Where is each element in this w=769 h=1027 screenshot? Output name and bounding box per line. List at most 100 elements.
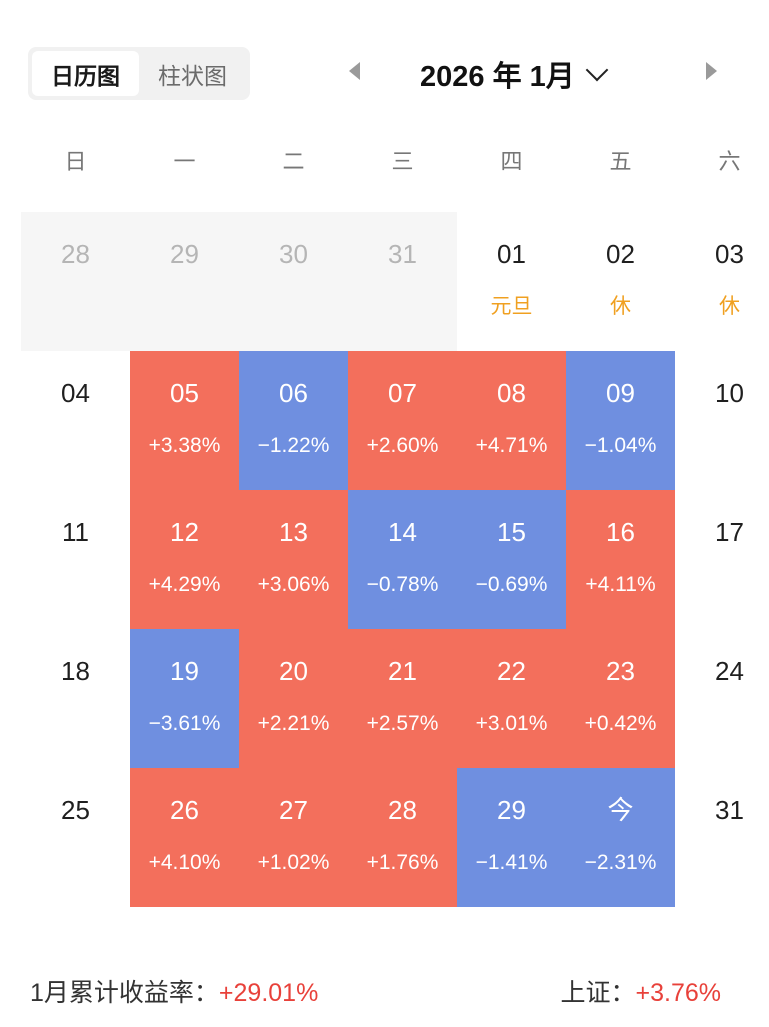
calendar-day-cell[interactable]: 04	[21, 351, 130, 490]
weekday-wed: 三	[391, 149, 414, 174]
weekday-sat: 六	[718, 149, 741, 174]
daily-return: −1.41%	[475, 851, 548, 874]
calendar-day-cell[interactable]: 02 休	[566, 212, 675, 351]
calendar-day-cell[interactable]: 09 −1.04%	[566, 351, 675, 490]
day-number: 02	[606, 239, 635, 269]
daily-return: +1.02%	[257, 851, 330, 874]
calendar-day-cell[interactable]: 29 −1.41%	[457, 768, 566, 907]
day-number: 29	[497, 795, 526, 825]
daily-return: −0.78%	[366, 573, 439, 596]
daily-return: +3.06%	[257, 573, 330, 596]
calendar-day-cell[interactable]: 12 +4.29%	[130, 490, 239, 629]
calendar-day-cell[interactable]: 19 −3.61%	[130, 629, 239, 768]
day-number: 25	[61, 795, 90, 825]
daily-return: +4.11%	[585, 573, 656, 596]
daily-return: +2.57%	[366, 712, 439, 735]
daily-return: −1.04%	[584, 434, 657, 457]
calendar-day-cell[interactable]: 13 +3.06%	[239, 490, 348, 629]
daily-return: +0.42%	[584, 712, 657, 735]
holiday-label: 休	[610, 295, 631, 318]
day-number: 31	[388, 239, 417, 269]
weekday-mon: 一	[173, 149, 196, 174]
daily-return: +1.76%	[366, 851, 439, 874]
cumulative-return-label: 1月累计收益率：	[30, 979, 219, 1007]
day-number: 12	[170, 517, 199, 547]
weekday-fri: 五	[609, 149, 632, 174]
prev-month-icon[interactable]	[349, 62, 360, 80]
calendar-day-cell: 28	[21, 212, 130, 351]
calendar-day-cell[interactable]: 16 +4.11%	[566, 490, 675, 629]
calendar-day-cell[interactable]: 07 +2.60%	[348, 351, 457, 490]
day-number: 今	[607, 795, 634, 825]
calendar-day-cell[interactable]: 26 +4.10%	[130, 768, 239, 907]
daily-return: +3.01%	[475, 712, 548, 735]
day-number: 10	[715, 378, 744, 408]
day-number: 23	[606, 656, 635, 686]
bar-chart-view-tab[interactable]: 柱状图	[158, 62, 227, 89]
calendar-day-cell[interactable]: 21 +2.57%	[348, 629, 457, 768]
chevron-down-icon	[585, 58, 609, 82]
daily-return: +2.60%	[366, 434, 439, 457]
calendar-day-cell[interactable]: 08 +4.71%	[457, 351, 566, 490]
day-number: 05	[170, 378, 199, 408]
day-number: 16	[606, 517, 635, 547]
day-number: 28	[388, 795, 417, 825]
month-selector[interactable]: 2026 年 1月	[420, 52, 609, 96]
day-number: 04	[61, 378, 90, 408]
calendar-day-cell[interactable]: 10	[675, 351, 769, 490]
calendar-day-cell[interactable]: 01 元旦	[457, 212, 566, 351]
calendar-day-cell[interactable]: 23 +0.42%	[566, 629, 675, 768]
day-number: 11	[62, 517, 89, 547]
daily-return: −2.31%	[584, 851, 657, 874]
weekday-tue: 二	[282, 149, 305, 174]
cumulative-return: 1月累计收益率：+29.01%	[30, 975, 318, 1011]
day-number: 08	[497, 378, 526, 408]
view-toggle: 日历图 柱状图	[28, 47, 250, 100]
calendar-day-cell[interactable]: 27 +1.02%	[239, 768, 348, 907]
day-number: 07	[388, 378, 417, 408]
calendar-day-cell[interactable]: 03 休	[675, 212, 769, 351]
month-title: 2026 年 1月	[420, 61, 575, 93]
day-number: 20	[279, 656, 308, 686]
daily-return: +2.21%	[257, 712, 330, 735]
index-return: 上证：+3.76%	[560, 975, 721, 1011]
calendar-view-tab[interactable]: 日历图	[32, 51, 139, 96]
calendar-day-cell[interactable]: 24	[675, 629, 769, 768]
calendar-day-cell[interactable]: 15 −0.69%	[457, 490, 566, 629]
daily-return: −1.22%	[257, 434, 330, 457]
day-number: 19	[170, 656, 199, 686]
day-number: 24	[715, 656, 744, 686]
daily-return: +4.10%	[148, 851, 221, 874]
calendar-day-cell[interactable]: 31	[675, 768, 769, 907]
day-number: 30	[279, 239, 308, 269]
weekday-sun: 日	[64, 149, 87, 174]
day-number: 06	[279, 378, 308, 408]
day-number: 15	[497, 517, 526, 547]
calendar-day-cell[interactable]: 18	[21, 629, 130, 768]
index-return-value: +3.76%	[635, 979, 722, 1007]
day-number: 03	[715, 239, 744, 269]
calendar-day-cell[interactable]: 今 −2.31%	[566, 768, 675, 907]
calendar-day-cell[interactable]: 25	[21, 768, 130, 907]
calendar-day-cell[interactable]: 28 +1.76%	[348, 768, 457, 907]
day-number: 17	[715, 517, 744, 547]
holiday-label: 休	[719, 295, 740, 318]
daily-return: −3.61%	[148, 712, 221, 735]
calendar-day-cell[interactable]: 11	[21, 490, 130, 629]
calendar-day-cell: 29	[130, 212, 239, 351]
calendar-day-cell[interactable]: 05 +3.38%	[130, 351, 239, 490]
day-number: 28	[61, 239, 90, 269]
calendar-day-cell[interactable]: 20 +2.21%	[239, 629, 348, 768]
day-number: 01	[497, 239, 526, 269]
calendar-day-cell[interactable]: 06 −1.22%	[239, 351, 348, 490]
calendar-day-cell[interactable]: 22 +3.01%	[457, 629, 566, 768]
weekday-header: 日 一 二 三 四 五 六	[21, 140, 769, 184]
calendar-day-cell[interactable]: 17	[675, 490, 769, 629]
next-month-icon[interactable]	[706, 62, 717, 80]
weekday-thu: 四	[500, 149, 523, 174]
day-number: 22	[497, 656, 526, 686]
calendar-day-cell[interactable]: 14 −0.78%	[348, 490, 457, 629]
daily-return: −0.69%	[475, 573, 548, 596]
day-number: 14	[388, 517, 417, 547]
calendar-day-cell: 31	[348, 212, 457, 351]
